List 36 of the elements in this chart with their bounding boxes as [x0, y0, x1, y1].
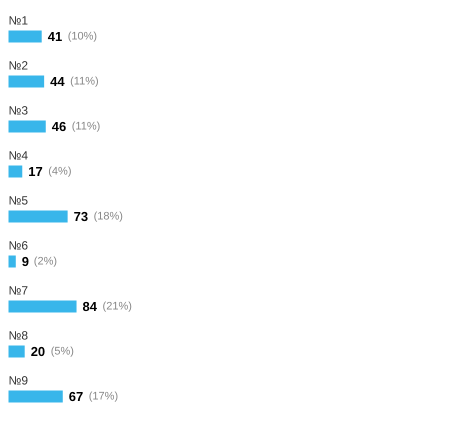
annotation: (11%): [72, 120, 100, 132]
bar: [8, 76, 44, 88]
data-label: 67: [68, 389, 84, 404]
bar: [8, 390, 63, 402]
bar: [8, 300, 77, 312]
bar: [8, 120, 46, 132]
bar: [8, 210, 68, 222]
y-tick-label: №3: [8, 103, 28, 118]
data-label: 41: [48, 29, 62, 44]
annotation: (2%): [34, 256, 58, 268]
data-label: 17: [28, 164, 43, 179]
data-label: 44: [50, 74, 66, 89]
annotation: (4%): [48, 166, 72, 178]
y-tick-label: №4: [8, 148, 28, 162]
y-tick-label: №9: [8, 373, 28, 388]
data-label: 84: [82, 299, 98, 314]
annotation: (11%): [70, 76, 99, 88]
annotation: (21%): [102, 300, 132, 312]
y-tick-label: №1: [8, 13, 28, 28]
annotation: (17%): [88, 390, 118, 402]
y-tick-label: №2: [8, 58, 28, 72]
bar: [8, 346, 25, 358]
y-tick-label: №7: [8, 283, 28, 298]
y-tick-label: №8: [8, 328, 28, 342]
data-label: 20: [30, 344, 46, 359]
annotation: (5%): [50, 346, 74, 358]
annotation: (10%): [68, 30, 98, 42]
y-tick-label: №5: [8, 193, 28, 208]
bar: [8, 166, 22, 178]
data-label: 46: [52, 119, 66, 134]
data-label: 9: [22, 254, 30, 269]
annotation: (18%): [94, 210, 123, 222]
y-tick-label: №6: [8, 238, 28, 252]
bar: [8, 30, 42, 42]
data-label: 73: [74, 209, 88, 224]
bar: [8, 256, 16, 268]
